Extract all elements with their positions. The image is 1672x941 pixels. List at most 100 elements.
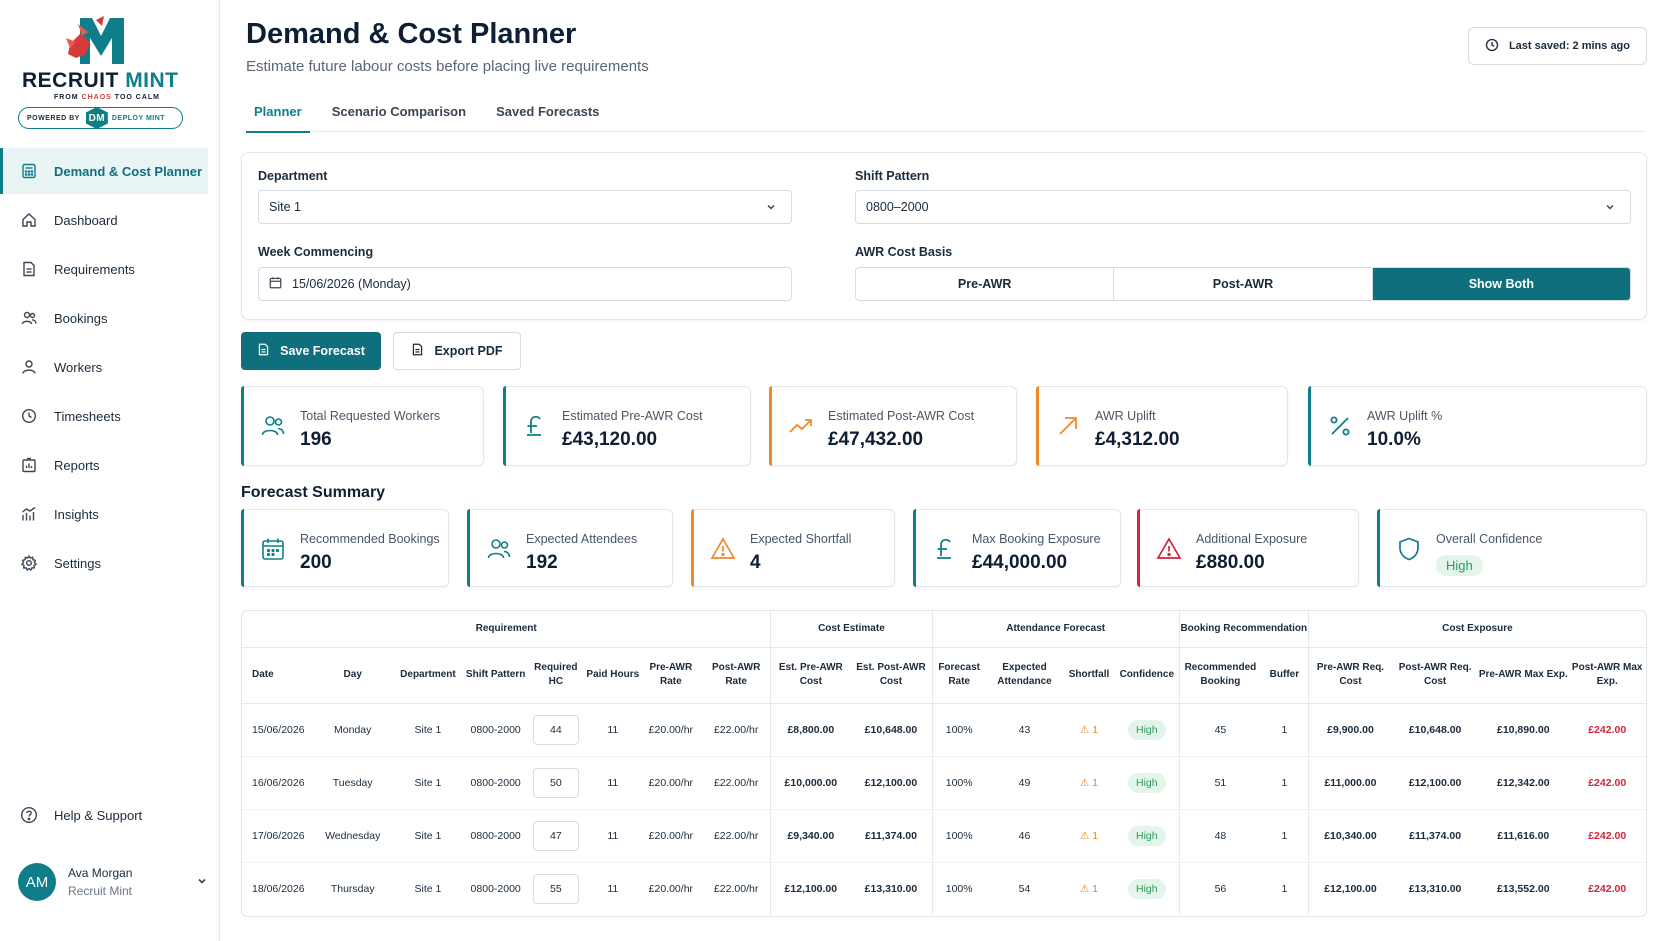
shift-pattern-select[interactable]: 0800–2000 — [855, 190, 1631, 224]
column-header: Buffer — [1261, 647, 1309, 704]
tab-saved-forecasts[interactable]: Saved Forecasts — [496, 104, 600, 119]
kpi-label: Estimated Pre-AWR Cost — [562, 409, 703, 423]
export-pdf-label: Export PDF — [434, 344, 503, 358]
sidebar-item-dashboard[interactable]: Dashboard — [0, 197, 220, 243]
table-cell: 100% — [931, 862, 986, 915]
sidebar-item-bookings[interactable]: Bookings — [0, 295, 220, 341]
column-header: Post-AWR Max Exp. — [1568, 647, 1646, 704]
trend-up-icon — [789, 419, 812, 433]
column-header: Department — [390, 647, 466, 704]
required-hc-input[interactable]: 50 — [532, 767, 579, 798]
table-cell: 0800-2000 — [465, 756, 526, 810]
confidence-badge: High — [1127, 878, 1166, 899]
awr-cost-basis-toggle: Pre-AWR Post-AWR Show Both — [855, 267, 1631, 301]
awr-option-pre-awr[interactable]: Pre-AWR — [856, 268, 1115, 300]
shift-pattern-value: 0800–2000 — [866, 200, 929, 214]
table-cell: 54 — [1018, 882, 1031, 895]
sidebar-item-label: Demand & Cost Planner — [54, 163, 203, 179]
table-cell: £242.00 — [1588, 882, 1627, 895]
arrow-up-right-icon — [1059, 417, 1077, 435]
table-cell: £13,310.00 — [1408, 882, 1462, 895]
clock-icon — [1485, 38, 1499, 55]
table-cell: 1 — [1261, 809, 1309, 863]
kpi-label: AWR Uplift — [1095, 409, 1156, 423]
summary-additional-exposure: Additional Exposure £880.00 — [1137, 509, 1359, 587]
save-forecast-button[interactable]: Save Forecast — [241, 332, 381, 370]
sidebar-item-reports[interactable]: Reports — [0, 442, 220, 488]
sidebar-item-workers[interactable]: Workers — [0, 344, 220, 390]
last-saved-indicator[interactable]: Last saved: 2 mins ago — [1467, 27, 1647, 65]
help-support-link[interactable]: Help & Support — [20, 806, 142, 824]
department-select[interactable]: Site 1 — [258, 190, 792, 224]
required-hc-cell: 50 — [525, 756, 586, 810]
awr-option-show-both[interactable]: Show Both — [1372, 268, 1630, 300]
column-header: Post-AWR Rate — [702, 647, 771, 704]
table-row: 17/06/2026 Wednesday Site 1 0800-2000 47 11 £2… — [242, 809, 1646, 863]
group-attendance-forecast: Attendance Forecast — [931, 611, 1180, 648]
recruit-mint-logo[interactable]: RECRUIT MINT FROM CHAOS TOO CALM POWERED… — [18, 14, 188, 134]
table-cell: 100% — [931, 756, 986, 810]
sidebar-item-requirements[interactable]: Requirements — [0, 246, 220, 292]
table-cell: Site 1 — [390, 809, 466, 863]
week-commencing-input[interactable]: 15/06/2026 (Monday) — [258, 267, 792, 301]
table-cell: £11,000.00 — [1307, 756, 1393, 810]
table-row: 16/06/2026 Tuesday Site 1 0800-2000 50 11 £20.… — [242, 756, 1646, 810]
pound-icon — [527, 415, 541, 436]
user-profile-menu[interactable]: AM Ava Morgan Recruit Mint — [18, 862, 208, 902]
shortfall-value: 1 — [1092, 723, 1099, 736]
help-label: Help & Support — [54, 807, 143, 823]
awr-option-post-awr[interactable]: Post-AWR — [1114, 268, 1373, 300]
table-cell: 11 — [585, 809, 640, 863]
kpi-value: £47,432.00 — [828, 429, 924, 450]
chevron-down-icon — [1604, 201, 1616, 216]
table-cell: Monday — [315, 703, 391, 757]
forecast-table: Requirement Cost Estimate Attendance For… — [241, 610, 1647, 917]
table-cell: £22.00/hr — [702, 703, 771, 757]
department-label: Department — [258, 169, 328, 183]
column-header: Pre-AWR Req. Cost — [1307, 647, 1393, 704]
save-forecast-label: Save Forecast — [280, 344, 365, 358]
table-cell: Tuesday — [315, 756, 391, 810]
table-cell: 15/06/2026 — [242, 703, 316, 757]
alert-red-icon — [1156, 537, 1182, 559]
group-cost-exposure: Cost Exposure — [1307, 611, 1646, 648]
table-row: 18/06/2026 Thursday Site 1 0800-2000 55 11 £20… — [242, 862, 1646, 915]
table-cell: £13,552.00 — [1496, 882, 1550, 895]
summary-label: Recommended Bookings — [300, 532, 440, 546]
summary-expected-attendees: Expected Attendees 192 — [467, 509, 673, 587]
table-cell: 11 — [607, 882, 619, 895]
sidebar-item-settings[interactable]: Settings — [0, 540, 220, 586]
required-hc-input[interactable]: 44 — [532, 714, 579, 745]
calculator-icon — [20, 162, 38, 180]
export-pdf-button[interactable]: Export PDF — [393, 332, 521, 370]
warning-icon: ⚠ — [1079, 723, 1093, 736]
confidence-badge: High — [1127, 719, 1166, 740]
week-commencing-label: Week Commencing — [258, 245, 374, 259]
users-icon — [20, 309, 38, 327]
sidebar-item-timesheets[interactable]: Timesheets — [0, 393, 220, 439]
column-header: Est. Pre-AWR Cost — [770, 647, 851, 704]
last-saved-text: Last saved: 2 mins ago — [1508, 40, 1630, 52]
required-hc-input[interactable]: 55 — [532, 873, 579, 904]
group-cost-estimate: Cost Estimate — [770, 611, 933, 648]
sidebar-item-label: Reports — [54, 457, 100, 473]
users-icon — [261, 416, 285, 436]
calendar-icon — [269, 276, 282, 292]
table-column-header: Date Day Department Shift Pattern Required H… — [242, 647, 1646, 704]
sidebar-item-demand-cost-planner[interactable]: Demand & Cost Planner — [0, 148, 208, 194]
kpi-estimated-pre-awr-cost: Estimated Pre-AWR Cost £43,120.00 — [503, 386, 751, 466]
sidebar-item-label: Requirements — [54, 261, 135, 277]
summary-expected-shortfall: Expected Shortfall 4 — [691, 509, 895, 587]
tab-planner[interactable]: Planner — [246, 100, 310, 133]
required-hc-input[interactable]: 47 — [532, 820, 579, 851]
shift-pattern-label: Shift Pattern — [855, 169, 930, 183]
tab-scenario-comparison[interactable]: Scenario Comparison — [331, 104, 467, 119]
reports-icon — [20, 456, 38, 474]
table-cell: 1 — [1281, 882, 1288, 895]
sidebar-item-insights[interactable]: Insights — [0, 491, 220, 537]
user-icon — [20, 358, 38, 376]
confidence-badge: High — [1127, 772, 1166, 793]
table-body: 15/06/2026 Monday Site 1 0800-2000 44 11 £20.0… — [242, 703, 1646, 915]
table-cell: Site 1 — [390, 703, 466, 757]
table-cell: £10,000.00 — [770, 756, 851, 810]
